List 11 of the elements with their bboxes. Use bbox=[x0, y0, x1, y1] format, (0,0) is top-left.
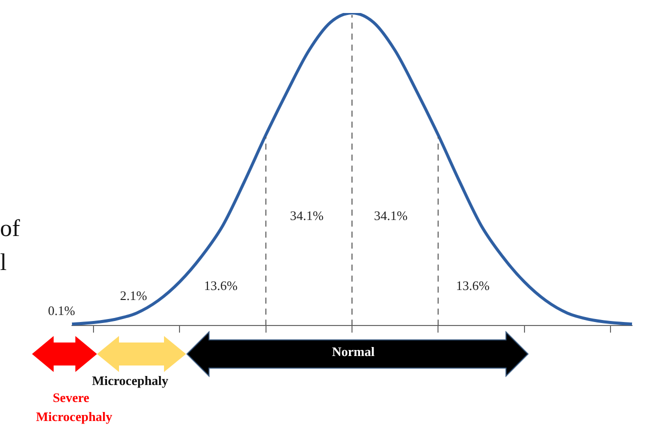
annotation: 34.1% bbox=[374, 208, 408, 224]
annotation: 13.6% bbox=[204, 278, 238, 294]
text: of bbox=[0, 216, 20, 243]
text: l bbox=[0, 250, 7, 277]
text: Microcephaly bbox=[92, 373, 168, 389]
text: Severe Microcephaly bbox=[36, 389, 112, 426]
annotation: 2.1% bbox=[120, 288, 148, 304]
annotation: 34.1% bbox=[290, 208, 324, 224]
annotation: 13.6% bbox=[456, 278, 490, 294]
annotation: 0.1% bbox=[48, 303, 76, 319]
text: Normal bbox=[332, 344, 375, 360]
